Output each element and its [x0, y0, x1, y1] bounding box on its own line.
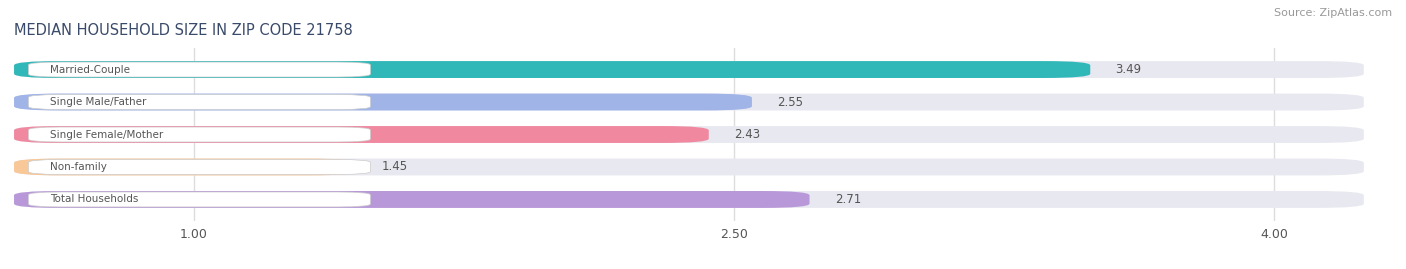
FancyBboxPatch shape: [14, 191, 1364, 208]
FancyBboxPatch shape: [14, 126, 709, 143]
FancyBboxPatch shape: [28, 62, 370, 77]
FancyBboxPatch shape: [14, 126, 1364, 143]
Text: 2.71: 2.71: [835, 193, 860, 206]
Text: 1.45: 1.45: [381, 161, 408, 174]
Text: Single Male/Father: Single Male/Father: [51, 97, 146, 107]
FancyBboxPatch shape: [28, 192, 370, 207]
Text: Non-family: Non-family: [51, 162, 107, 172]
FancyBboxPatch shape: [14, 94, 1364, 111]
FancyBboxPatch shape: [14, 158, 356, 175]
Text: 2.43: 2.43: [734, 128, 761, 141]
FancyBboxPatch shape: [14, 61, 1364, 78]
FancyBboxPatch shape: [28, 160, 370, 175]
Text: Total Households: Total Households: [51, 194, 138, 204]
Text: MEDIAN HOUSEHOLD SIZE IN ZIP CODE 21758: MEDIAN HOUSEHOLD SIZE IN ZIP CODE 21758: [14, 23, 353, 38]
FancyBboxPatch shape: [14, 191, 810, 208]
FancyBboxPatch shape: [28, 127, 370, 142]
FancyBboxPatch shape: [14, 94, 752, 111]
Text: Source: ZipAtlas.com: Source: ZipAtlas.com: [1274, 8, 1392, 18]
FancyBboxPatch shape: [14, 61, 1090, 78]
FancyBboxPatch shape: [28, 94, 370, 109]
Text: 3.49: 3.49: [1115, 63, 1142, 76]
FancyBboxPatch shape: [14, 158, 1364, 175]
Text: Single Female/Mother: Single Female/Mother: [51, 129, 163, 140]
Text: Married-Couple: Married-Couple: [51, 65, 129, 75]
Text: 2.55: 2.55: [778, 95, 803, 108]
